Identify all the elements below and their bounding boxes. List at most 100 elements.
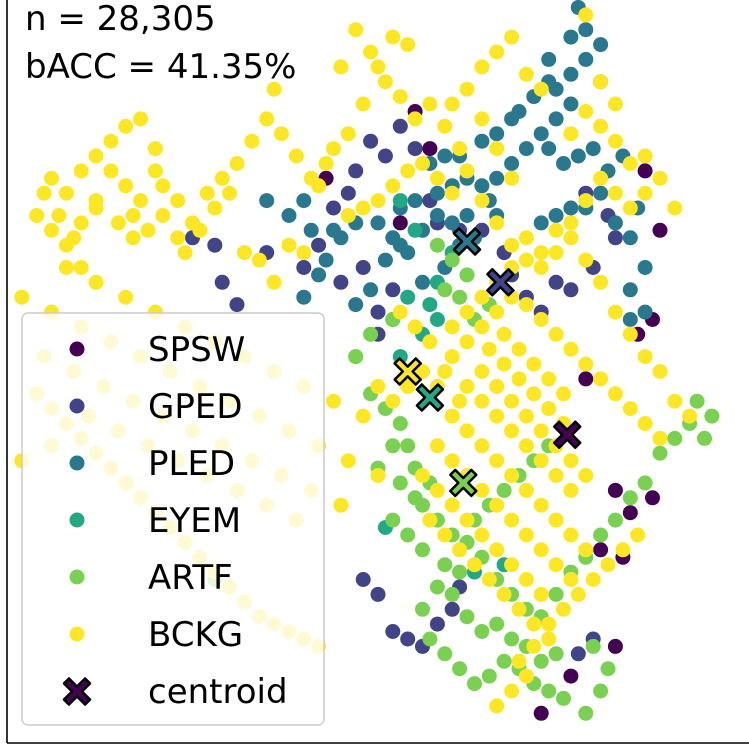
point-bckg xyxy=(326,393,341,409)
chart-legend: SPSW GPED PLED EYEM ARTF BCKG centroid xyxy=(21,312,325,726)
point-bckg xyxy=(422,512,438,528)
legend-marker-eyem xyxy=(69,512,85,528)
point-pled xyxy=(296,289,312,305)
centroid-marker-pled xyxy=(452,227,482,256)
point-artf xyxy=(548,646,564,662)
point-pled xyxy=(318,252,334,268)
point-pled xyxy=(504,156,520,171)
point-bckg xyxy=(429,170,445,186)
legend-item-centroid: centroid xyxy=(62,672,288,712)
point-pled xyxy=(370,215,386,231)
point-bckg xyxy=(400,163,416,179)
point-gped xyxy=(229,297,245,313)
point-bckg xyxy=(585,572,601,587)
point-bckg xyxy=(489,698,505,714)
point-pled xyxy=(593,37,609,53)
point-pled xyxy=(400,245,416,261)
point-bckg xyxy=(637,416,653,431)
point-bckg xyxy=(444,96,460,112)
point-bckg xyxy=(511,341,527,357)
point-gped xyxy=(377,148,393,164)
point-bckg xyxy=(326,141,341,157)
point-gped xyxy=(570,646,586,662)
point-bckg xyxy=(541,631,557,647)
point-bckg xyxy=(533,542,549,558)
point-pled xyxy=(415,274,430,290)
point-artf xyxy=(489,616,505,632)
point-bckg xyxy=(607,96,623,112)
point-artf xyxy=(556,690,571,706)
point-bckg xyxy=(570,586,586,602)
point-bckg xyxy=(340,453,356,469)
point-bckg xyxy=(229,156,245,171)
bacc-annotation: bACC = 41.35% xyxy=(25,47,296,87)
point-bckg xyxy=(578,468,594,483)
point-pled xyxy=(437,148,453,164)
point-bckg xyxy=(518,230,534,246)
point-bckg xyxy=(392,304,408,320)
point-bckg xyxy=(429,438,445,454)
point-bckg xyxy=(444,408,460,424)
point-bckg xyxy=(133,111,149,127)
point-bckg xyxy=(578,104,594,119)
point-artf xyxy=(452,289,468,305)
point-artf xyxy=(444,252,460,268)
point-bckg xyxy=(489,497,505,513)
point-bckg xyxy=(444,319,460,335)
point-pled xyxy=(637,304,653,320)
point-bckg xyxy=(548,222,564,238)
point-bckg xyxy=(58,237,74,253)
point-artf xyxy=(533,653,549,669)
point-bckg xyxy=(400,37,416,53)
point-bckg xyxy=(607,304,623,320)
point-bckg xyxy=(355,96,371,112)
point-bckg xyxy=(355,408,371,424)
point-artf xyxy=(467,676,482,692)
point-pled xyxy=(348,297,364,313)
point-bckg xyxy=(118,118,134,134)
point-bckg xyxy=(667,200,683,216)
point-pled xyxy=(444,215,460,231)
legend-frame xyxy=(21,312,325,726)
legend-label: ARTF xyxy=(148,558,233,598)
point-pled xyxy=(622,282,638,298)
point-pled xyxy=(489,126,505,142)
point-bckg xyxy=(29,208,45,223)
point-artf xyxy=(593,527,609,543)
point-pled xyxy=(563,200,579,216)
point-bckg xyxy=(518,482,534,498)
point-bckg xyxy=(318,156,334,171)
legend-item-pled: PLED xyxy=(69,444,235,484)
point-artf xyxy=(415,542,430,558)
point-artf xyxy=(459,267,475,283)
point-bckg xyxy=(44,222,59,238)
point-bckg xyxy=(415,364,430,379)
point-bckg xyxy=(170,193,186,209)
point-gped xyxy=(333,274,349,290)
point-gped xyxy=(429,616,445,632)
point-bckg xyxy=(407,319,423,335)
point-eyem xyxy=(392,193,408,209)
centroid-marker-bckg xyxy=(393,357,422,386)
point-pled xyxy=(578,51,594,67)
legend-item-artf: ARTF xyxy=(69,558,233,598)
point-artf xyxy=(437,282,453,298)
point-artf xyxy=(348,349,364,365)
point-bckg xyxy=(533,312,549,327)
point-bckg xyxy=(474,59,490,75)
point-spsw xyxy=(533,705,549,721)
point-bckg xyxy=(444,349,460,365)
point-bckg xyxy=(496,356,512,372)
point-artf xyxy=(548,586,564,602)
point-bckg xyxy=(147,163,163,179)
point-pled xyxy=(578,22,594,38)
point-bckg xyxy=(288,148,304,164)
point-artf xyxy=(392,416,408,431)
point-spsw xyxy=(637,163,653,179)
point-bckg xyxy=(429,482,445,498)
point-bckg xyxy=(459,423,475,439)
point-pled xyxy=(533,126,549,142)
point-gped xyxy=(348,163,364,179)
legend-item-bckg: BCKG xyxy=(69,615,243,655)
point-bckg xyxy=(533,453,549,469)
